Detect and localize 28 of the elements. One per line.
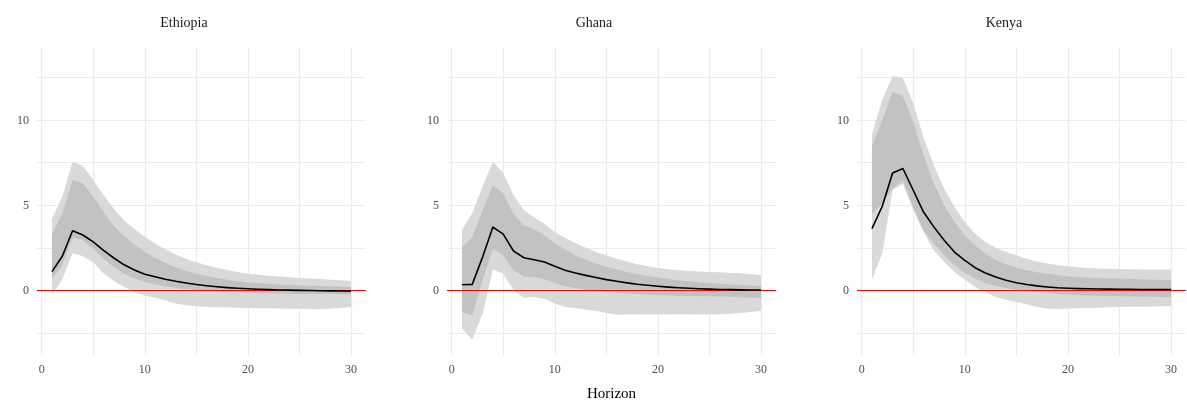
x-tick-label: 10 xyxy=(958,362,971,376)
y-tick-label: 0 xyxy=(843,283,849,298)
line-series xyxy=(51,229,352,292)
y-tick-label: 10 xyxy=(837,113,849,128)
y-tick-label: 0 xyxy=(23,283,29,298)
y-tick-label: 5 xyxy=(23,198,29,213)
x-tick-label: 0 xyxy=(38,362,45,376)
x-tick-label: 30 xyxy=(1165,362,1178,376)
x-tick-label: 20 xyxy=(651,362,664,376)
y-tick-label: 10 xyxy=(17,113,29,128)
y-tick-label: 5 xyxy=(433,198,439,213)
x-tick-label: 0 xyxy=(858,362,865,376)
chart-title: Ethiopia xyxy=(160,14,209,30)
x-tick-label: 30 xyxy=(345,362,358,376)
y-tick-label: 0 xyxy=(433,283,439,298)
line-series xyxy=(461,226,762,291)
x-tick-label: 10 xyxy=(138,362,151,376)
x-tick-label: 10 xyxy=(548,362,561,376)
x-tick-label: 20 xyxy=(1061,362,1074,376)
chart-title: Kenya xyxy=(985,14,1024,30)
x-tick-label: 0 xyxy=(448,362,455,376)
x-tick-label: 20 xyxy=(241,362,254,376)
y-tick-label: 5 xyxy=(843,198,849,213)
x-tick-label: 30 xyxy=(755,362,768,376)
x-axis-title: Horizon xyxy=(586,384,637,401)
y-tick-label: 10 xyxy=(427,113,439,128)
chart-title: Ghana xyxy=(575,14,614,30)
line-series xyxy=(871,167,1172,291)
